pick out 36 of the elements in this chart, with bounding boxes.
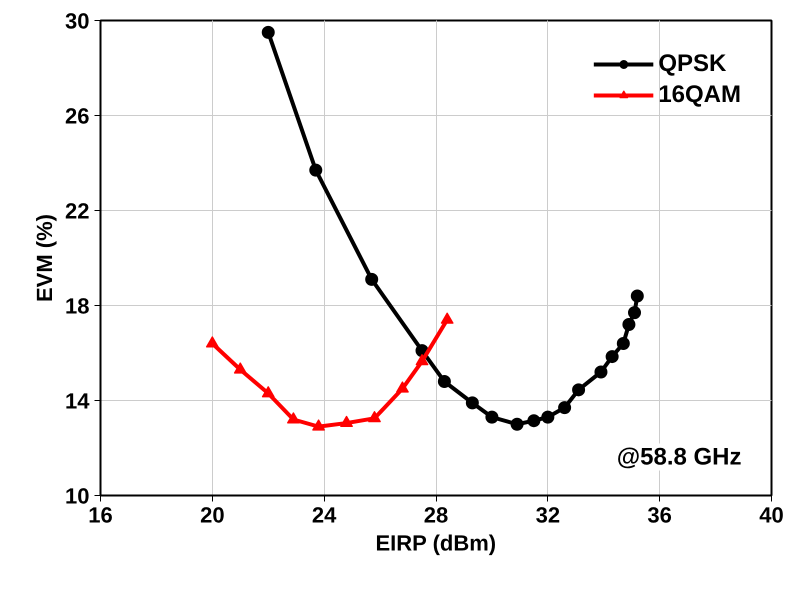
legend-label: 16QAM	[658, 81, 741, 109]
point	[262, 26, 275, 39]
annotation: @58.8 GHz	[616, 444, 742, 470]
point	[510, 418, 524, 431]
point	[572, 383, 586, 396]
y-tick-label: 30	[65, 8, 90, 34]
x-tick-label: 24	[312, 502, 338, 528]
point	[628, 306, 642, 320]
y-tick-label: 18	[65, 294, 90, 318]
x-tick-label: 32	[536, 502, 560, 528]
point	[622, 318, 636, 331]
point	[438, 375, 451, 388]
x-tick-label: 36	[647, 502, 672, 528]
point	[466, 396, 479, 410]
point	[527, 414, 540, 428]
point	[485, 410, 498, 424]
legend-label: QPSK	[658, 50, 726, 78]
x-tick-label: 16	[88, 502, 113, 528]
point	[558, 401, 572, 414]
x-tick-label: 40	[759, 502, 784, 528]
x-tick-label: 28	[424, 502, 448, 528]
y-tick-label: 26	[65, 104, 90, 128]
point	[340, 416, 354, 428]
point	[594, 366, 608, 378]
point	[365, 272, 378, 286]
x-axis-title: EIRP (dBm)	[376, 530, 496, 556]
y-tick-label: 10	[65, 484, 90, 508]
point	[630, 290, 644, 302]
point	[606, 350, 619, 364]
y-tick-label: 22	[65, 198, 90, 224]
y-axis-title: EVM (%)	[32, 214, 58, 302]
point	[616, 337, 630, 350]
point	[309, 164, 322, 177]
point	[541, 410, 554, 424]
y-tick-label: 14	[65, 388, 90, 414]
x-tick-label: 20	[200, 502, 225, 528]
